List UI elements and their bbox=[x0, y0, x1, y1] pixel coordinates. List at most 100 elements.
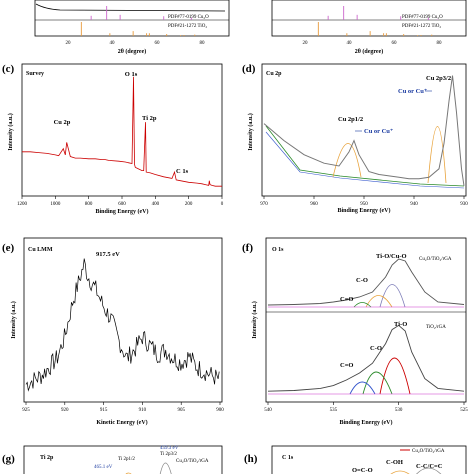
panel-c: (c) Survey O 1s Cu 2p Ti 2p C 1s Intensi… bbox=[2, 63, 224, 215]
panel-c-ylabel: Intensity (a.u.) bbox=[7, 113, 14, 151]
panel-a-xlabel: 2θ (degree) bbox=[118, 48, 147, 55]
panel-h-frame bbox=[271, 445, 467, 474]
panel-a-tio2-ref-lines bbox=[80, 22, 196, 36]
panel-d-xtick-label: 950 bbox=[360, 202, 368, 207]
panel-c-xtick-label: 0 bbox=[221, 202, 224, 207]
panel-a-xtick-40: 40 bbox=[110, 41, 116, 46]
panel-e-xtick-label: 910 bbox=[139, 408, 147, 413]
panel-g-annotation-4593: 459.3 eV bbox=[160, 446, 179, 451]
panel-e-peak-annotation: 917.5 eV bbox=[96, 251, 120, 258]
panel-c-xtick-label: 400 bbox=[152, 202, 160, 207]
panel-h-label: (h) bbox=[244, 453, 258, 465]
panel-h-comp-coh: C-OH bbox=[386, 459, 403, 466]
panel-b-xtick-60: 60 bbox=[392, 41, 398, 46]
panel-c-xtick-label: 800 bbox=[85, 202, 93, 207]
panel-g-annotation-ti12: Ti 2p1/2 bbox=[118, 457, 135, 462]
panel-f-bottom-comp-tio: Ti-O bbox=[394, 321, 407, 328]
panel-c-xtick-label: 200 bbox=[185, 202, 193, 207]
panel-d-fit-cu2p12 bbox=[332, 143, 362, 178]
panel-c-peak-o1s: O 1s bbox=[125, 71, 138, 78]
panel-e-xlabel: Kinetic Energy (eV) bbox=[96, 419, 147, 426]
panel-f-label: (f) bbox=[242, 242, 253, 254]
panel-d-annotation-cu12: Cu or Cu⁺ bbox=[364, 128, 393, 135]
panel-f-bottom-fit-c=o bbox=[349, 381, 376, 395]
panel-c-peak-cu2p: Cu 2p bbox=[54, 119, 71, 126]
panel-a-pattern-curve bbox=[35, 3, 226, 12]
panel-e-xticks: 925 920 915 910 905 900 bbox=[22, 402, 224, 413]
panel-f-bottom-fit-tio bbox=[379, 357, 411, 395]
panel-c-frame bbox=[21, 63, 223, 197]
panel-d-peak-cu2p32-text: Cu 2p3/2 bbox=[426, 75, 451, 82]
panel-c-xtick-label: 1000 bbox=[50, 202, 61, 207]
panel-d-xlabel: Binding Energy (eV) bbox=[337, 207, 390, 214]
panel-f-ylabel: Intensity (a.u.) bbox=[251, 301, 258, 339]
panel-b-xtick-80: 80 bbox=[437, 41, 443, 46]
panel-g-fit-ti32 bbox=[159, 462, 172, 474]
panel-f-bottom-comp-co: C-O bbox=[370, 345, 382, 352]
panel-e-xtick-label: 925 bbox=[22, 408, 30, 413]
panel-g-fit-ti12 bbox=[125, 472, 132, 474]
panel-b-ref-label-tio2: PDF#21-1272 TiO₂ bbox=[402, 24, 441, 29]
panel-d-peak-cu2p12: Cu 2p1/2 bbox=[338, 116, 363, 123]
panel-e-xtick-label: 905 bbox=[177, 408, 185, 413]
panel-f-xlabel: Binding Energy (eV) bbox=[339, 419, 392, 426]
panel-a: PDF#77-0199 Cu₂O PDF#21-1272 TiO₂ 20 40 … bbox=[34, 0, 230, 55]
panel-d-fit-cu2p32 bbox=[427, 126, 447, 184]
panel-d-spectrum-line bbox=[263, 75, 465, 186]
panel-e-xtick-label: 915 bbox=[100, 408, 108, 413]
panel-c-title: Survey bbox=[26, 71, 44, 77]
panel-d-annotation-cu32: Cu or Cu⁺ bbox=[398, 88, 427, 95]
panel-h-fit-coh bbox=[390, 470, 410, 474]
panel-f-top-sample: Cu₂O/TiO₂/rGA bbox=[419, 257, 452, 262]
panel-e-xtick-label: 920 bbox=[61, 408, 69, 413]
panel-f-top-fit-tio bbox=[379, 284, 406, 308]
panel-e: (e) Cu LMM 917.5 eV Intensity (a.u.) 925… bbox=[2, 237, 224, 426]
panel-f-top-fit-co bbox=[365, 295, 393, 308]
panel-f-bottom-fit-co bbox=[362, 371, 393, 395]
panel-f-title: O 1s bbox=[272, 247, 284, 253]
panel-b-xlabel: 2θ (degree) bbox=[355, 48, 384, 55]
panel-h-fit-cc bbox=[416, 467, 442, 474]
panel-e-frame bbox=[23, 237, 223, 403]
panel-g-annotation-ti32: Ti 2p3/2 bbox=[160, 452, 177, 457]
panel-d-xtick-label: 930 bbox=[460, 202, 468, 207]
panel-f-top-comp-co: C-O bbox=[356, 277, 368, 284]
panel-d-ylabel: Intensity (a.u.) bbox=[247, 113, 254, 151]
panel-b-xtick-40: 40 bbox=[347, 41, 353, 46]
panel-f: (f) O 1s Cu₂O/TiO₂/rGA TiO₂/rGA Ti-O/Cu-… bbox=[242, 237, 468, 426]
panel-c-spectrum-line bbox=[22, 76, 222, 187]
panel-a-frame bbox=[34, 0, 230, 37]
panel-c-xtick-label: 600 bbox=[118, 202, 126, 207]
panel-g-label: (g) bbox=[2, 453, 15, 465]
panel-h-legend-label: Cu₂O/TiO₂/rGA bbox=[412, 449, 445, 454]
panel-c-xlabel: Binding Energy (eV) bbox=[95, 208, 148, 215]
panel-f-frame bbox=[265, 237, 467, 403]
panel-b: PDF#77-0199 Cu₂O PDF#21-1272 TiO₂ 20 40 … bbox=[271, 0, 467, 55]
panel-f-xtick-label: 530 bbox=[395, 408, 403, 413]
panel-d-peak-cu2p32: Cu 2p3/2 bbox=[426, 75, 451, 82]
panel-d-label: (d) bbox=[242, 63, 256, 75]
panel-d-xtick-label: 970 bbox=[260, 202, 268, 207]
panel-d-xtick-label: 960 bbox=[310, 202, 318, 207]
panel-e-xtick-label: 900 bbox=[216, 408, 224, 413]
panel-e-title: Cu LMM bbox=[28, 247, 53, 253]
panel-b-tio2-ref-lines bbox=[317, 22, 433, 36]
panel-c-xtick-label: 1200 bbox=[17, 202, 28, 207]
panel-d-xtick-label: 940 bbox=[410, 202, 418, 207]
panel-c-label: (c) bbox=[2, 63, 15, 75]
panel-g-sample: Cu₂O/TiO₂/rGA bbox=[176, 459, 209, 464]
panel-d-baseline-blue bbox=[265, 131, 465, 189]
panel-d-xticks: 970 960 950 940 930 bbox=[260, 196, 468, 207]
panel-a-xtick-20: 20 bbox=[66, 41, 72, 46]
panel-h-title: C 1s bbox=[282, 455, 294, 461]
panel-e-ylabel: Intensity (a.u.) bbox=[10, 301, 17, 339]
panel-d-peak-cu2p12-text: Cu 2p1/2 bbox=[338, 116, 363, 123]
panel-c-peak-ti2p: Ti 2p bbox=[142, 115, 157, 122]
panel-b-frame bbox=[271, 0, 467, 37]
panel-h-comp-oco: O=C-O bbox=[352, 467, 373, 474]
panel-g: (g) Ti 2p 459.3 eV 465.1 eV Ti 2p1/2 Ti … bbox=[2, 445, 223, 474]
panel-a-xtick-60: 60 bbox=[155, 41, 161, 46]
panel-d-title: Cu 2p bbox=[266, 71, 282, 77]
panel-c-peak-c1s: C 1s bbox=[176, 168, 189, 175]
panel-d: (d) Cu 2p Cu 2p1/2 Cu 2p3/2 Cu or Cu⁺ Cu… bbox=[242, 63, 468, 214]
